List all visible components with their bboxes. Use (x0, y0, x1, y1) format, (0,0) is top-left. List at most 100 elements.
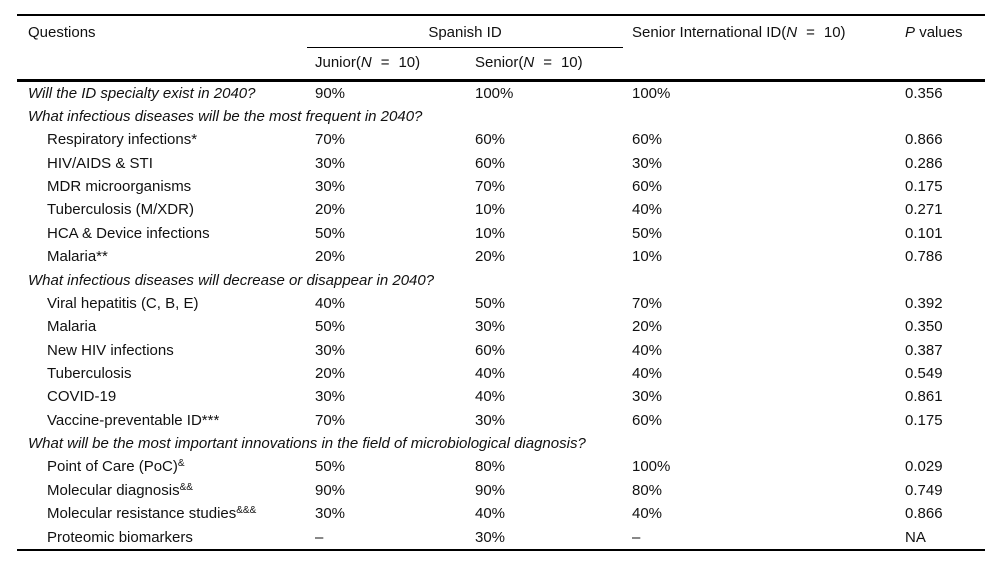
table-row: Vaccine-preventable ID*** 70% 30% 60% 0.… (17, 409, 985, 432)
p-value: 0.350 (905, 318, 943, 336)
table-row: Tuberculosis 20% 40% 40% 0.549 (17, 362, 985, 385)
row-label-text: What will be the most important innovati… (28, 435, 586, 453)
row-label: Vaccine-preventable ID*** (17, 412, 315, 429)
p-value: 0.029 (905, 458, 943, 476)
row-label: What infectious diseases will be the mos… (17, 108, 422, 125)
senior-n-symbol: N (523, 54, 535, 71)
row-label: New HIV infections (17, 342, 315, 359)
senior-value: 90% (475, 481, 506, 499)
p-value: 0.101 (905, 224, 943, 242)
row-label: Proteomic biomarkers (17, 529, 315, 546)
row-label-text: COVID-19 (47, 388, 117, 406)
row-label: HCA & Device infections (17, 225, 315, 242)
junior-value: 90% (315, 84, 346, 102)
table-row: Tuberculosis (M/XDR) 20% 10% 40% 0.271 (17, 198, 985, 221)
row-label-text: Viral hepatitis (C, B, E) (47, 294, 199, 312)
row-label-text: Proteomic biomarkers (47, 528, 193, 546)
junior-value: 50% (315, 318, 346, 336)
junior-value: 30% (315, 178, 346, 196)
table-row: Malaria 50% 30% 20% 0.350 (17, 315, 985, 338)
p-value: NA (905, 528, 926, 546)
intl-count: 10) (823, 24, 846, 41)
junior-value: 70% (315, 411, 346, 429)
junior-value: 30% (315, 341, 346, 359)
intl-label-prefix: Senior International ID( (632, 24, 787, 41)
senior-international-value: 50% (632, 224, 663, 242)
row-label-superscript: & (177, 458, 185, 470)
table-row: What infectious diseases will decrease o… (17, 268, 985, 291)
junior-value: 50% (315, 224, 346, 242)
senior-international-value: 40% (632, 364, 663, 382)
senior-international-value: 100% (632, 84, 671, 102)
junior-value: 40% (315, 294, 346, 312)
p-value: 0.356 (905, 84, 943, 102)
column-header-senior-international: Senior International ID(N = 10) (632, 24, 846, 41)
row-label: HIV/AIDS & STI (17, 155, 315, 172)
row-label: Point of Care (PoC)& (17, 458, 315, 475)
p-value: 0.866 (905, 505, 943, 523)
table-row: What infectious diseases will be the mos… (17, 105, 985, 128)
row-label-text: What infectious diseases will be the mos… (28, 108, 423, 126)
row-label: Will the ID specialty exist in 2040? (17, 85, 315, 102)
row-label-text: What infectious diseases will decrease o… (28, 271, 435, 289)
senior-value: 60% (475, 131, 506, 149)
row-label: Malaria** (17, 248, 315, 265)
junior-value: 20% (315, 364, 346, 382)
junior-count: 10) (398, 54, 421, 71)
column-header-questions: Questions (28, 24, 96, 41)
p-value: 0.549 (905, 364, 943, 382)
table-row: COVID-19 30% 40% 30% 0.861 (17, 385, 985, 408)
table-row: Molecular resistance studies&&& 30% 40% … (17, 502, 985, 525)
table-row: What will be the most important innovati… (17, 432, 985, 455)
junior-value: 20% (315, 248, 346, 266)
row-label: Molecular resistance studies&&& (17, 505, 315, 522)
junior-value: 30% (315, 154, 346, 172)
senior-value: 60% (475, 154, 506, 172)
row-label: What will be the most important innovati… (17, 435, 586, 452)
table-row: Will the ID specialty exist in 2040? 90%… (17, 82, 985, 105)
row-label: Tuberculosis (17, 365, 315, 382)
senior-value: 50% (475, 294, 506, 312)
row-label-text: Malaria (47, 318, 97, 336)
senior-value: 20% (475, 248, 506, 266)
row-label-text: Point of Care (PoC) (47, 458, 178, 476)
senior-value: 40% (475, 364, 506, 382)
p-value: 0.866 (905, 131, 943, 149)
column-header-spanish-id: Spanish ID (428, 24, 502, 41)
p-value: 0.387 (905, 341, 943, 359)
senior-value: 30% (475, 318, 506, 336)
p-value: 0.786 (905, 248, 943, 266)
row-label-text: MDR microorganisms (47, 178, 192, 196)
table-row: Malaria** 20% 20% 10% 0.786 (17, 245, 985, 268)
column-header-senior: Senior(N = 10) (475, 54, 583, 71)
senior-international-value: 30% (632, 388, 663, 406)
header-bottom-rule (17, 79, 985, 82)
table-row: Proteomic biomarkers – 30% – NA (17, 525, 985, 548)
senior-international-value: 40% (632, 505, 663, 523)
row-label-text: Malaria** (47, 248, 108, 266)
senior-international-value: 40% (632, 341, 663, 359)
junior-value: 30% (315, 505, 346, 523)
junior-equals: = (380, 54, 390, 71)
junior-value: 50% (315, 458, 346, 476)
senior-international-value: 60% (632, 411, 663, 429)
senior-international-value: 20% (632, 318, 663, 336)
row-label-text: Will the ID specialty exist in 2040? (28, 84, 256, 102)
row-label-superscript: && (179, 481, 193, 493)
senior-international-value: – (632, 528, 641, 546)
senior-equals: = (543, 54, 552, 71)
senior-value: 60% (475, 341, 506, 359)
senior-value: 80% (475, 458, 506, 476)
intl-n-symbol: N (786, 24, 798, 41)
senior-value: 10% (475, 201, 506, 219)
table-top-rule (17, 14, 985, 16)
p-value: 0.271 (905, 201, 943, 219)
row-label: Malaria (17, 318, 315, 335)
table-row: Point of Care (PoC)& 50% 80% 100% 0.029 (17, 455, 985, 478)
junior-value: 90% (315, 481, 346, 499)
row-label: Tuberculosis (M/XDR) (17, 201, 315, 218)
p-value: 0.861 (905, 388, 943, 406)
senior-international-value: 30% (632, 154, 663, 172)
table-row: MDR microorganisms 30% 70% 60% 0.175 (17, 175, 985, 198)
senior-international-value: 70% (632, 294, 663, 312)
